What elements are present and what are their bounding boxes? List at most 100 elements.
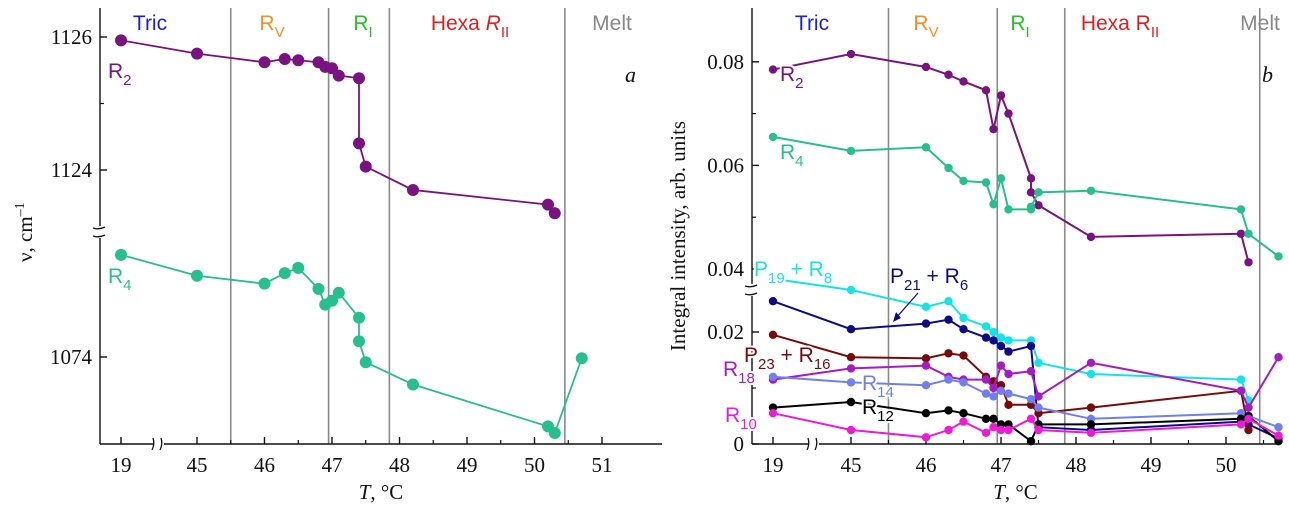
data-point [981, 333, 991, 342]
data-point [996, 341, 1006, 351]
data-point [353, 311, 365, 324]
phase-label: Melt [1240, 12, 1280, 35]
series-line [772, 135, 1280, 258]
x-axis-break-mask [154, 438, 164, 450]
phase-label-text: Melt [1240, 12, 1280, 35]
data-point [981, 375, 991, 384]
data-point [846, 285, 856, 295]
data-point [921, 433, 931, 442]
series-label-sub2: 6 [960, 277, 968, 294]
data-point [1244, 425, 1253, 435]
series-label: R14 [862, 372, 894, 401]
series-label-plus: + [775, 344, 799, 367]
x-axis-label: T, °C [359, 480, 404, 504]
series-label-name: P [754, 258, 768, 281]
x-tick-label: 49 [457, 453, 478, 477]
data-point [959, 417, 968, 426]
data-point [1026, 174, 1036, 183]
series-label: R2 [780, 63, 804, 92]
data-point [846, 397, 856, 407]
series-label: R4 [780, 141, 804, 170]
data-point [278, 52, 291, 65]
series-label-name2: R [945, 265, 960, 288]
phase-label-text: R [1010, 12, 1025, 35]
series-label: P23 + R16 [744, 344, 831, 373]
phase-label: Hexa RII [1081, 12, 1159, 41]
data-point [1004, 400, 1013, 409]
data-point [312, 282, 325, 295]
series-label-name: R [862, 372, 877, 395]
series-label-plus: + [921, 265, 945, 288]
x-tick-label: 45 [841, 453, 862, 477]
phase-label: RI [353, 12, 372, 41]
data-point [1004, 369, 1013, 379]
data-point [768, 132, 778, 142]
data-point [959, 313, 968, 323]
y-tick-label: 1124 [51, 158, 93, 182]
data-point [1236, 229, 1246, 238]
data-point [996, 425, 1006, 435]
data-point [921, 319, 931, 328]
series-label-sub: 4 [123, 277, 131, 294]
series-label: R12 [862, 396, 894, 425]
data-point [989, 200, 998, 209]
data-point [996, 361, 1006, 370]
data-point [1086, 428, 1096, 437]
data-point [1034, 358, 1043, 367]
x-axis-label-unit: , °C [370, 480, 403, 504]
data-point [258, 277, 271, 290]
series-label-sub: 21 [904, 277, 921, 294]
x-tick-label: 48 [389, 453, 410, 477]
data-point [1026, 414, 1036, 423]
series-label-sub: 10 [740, 416, 757, 433]
data-point [1004, 389, 1013, 398]
data-point [1236, 205, 1246, 214]
x-tick-label: 48 [1066, 453, 1087, 477]
series-label-sub2: 8 [824, 270, 832, 287]
data-point [1086, 186, 1096, 195]
data-point [768, 297, 778, 306]
phase-label-text: R [913, 12, 928, 35]
data-point [115, 248, 127, 261]
y-tick-label: 1126 [51, 25, 92, 49]
series-line [772, 53, 1250, 263]
data-point [944, 425, 953, 435]
panel-b: 194546474849505100.020.040.060.08Integra… [666, 8, 1283, 504]
series-label: R4 [108, 265, 132, 294]
series-line [120, 39, 556, 214]
data-point [768, 372, 778, 381]
x-tick-label: 19 [111, 453, 132, 477]
data-point [1244, 258, 1253, 267]
data-point [548, 426, 561, 439]
data-point [981, 86, 991, 95]
data-point [944, 349, 953, 358]
data-point [292, 54, 305, 67]
data-point [921, 143, 931, 152]
data-point [1034, 425, 1043, 435]
data-point [1236, 386, 1246, 395]
data-point [1004, 205, 1013, 214]
data-point [989, 423, 998, 432]
data-point [191, 47, 203, 60]
data-point [1086, 369, 1096, 379]
data-point [846, 425, 856, 435]
x-tick-label: 47 [322, 453, 343, 477]
y-axis-break-mark [744, 284, 758, 296]
x-tick-label: 47 [991, 453, 1012, 477]
data-point [768, 65, 778, 74]
series-label-name: R [780, 63, 795, 86]
series-label-sub: 12 [877, 408, 894, 425]
phase-label-sub: II [1151, 24, 1159, 41]
data-point [1086, 420, 1096, 429]
y-axis-break-mark [92, 226, 106, 238]
data-point [1026, 437, 1036, 446]
data-point [1004, 347, 1013, 356]
y-tick-label: 0.02 [707, 320, 744, 344]
data-point [846, 353, 856, 362]
data-point [981, 428, 991, 437]
series-label-name2: R [799, 344, 814, 367]
data-point [332, 69, 345, 82]
data-point [989, 327, 998, 337]
phase-label: Tric [133, 12, 167, 35]
x-tick-label: 45 [187, 453, 208, 477]
